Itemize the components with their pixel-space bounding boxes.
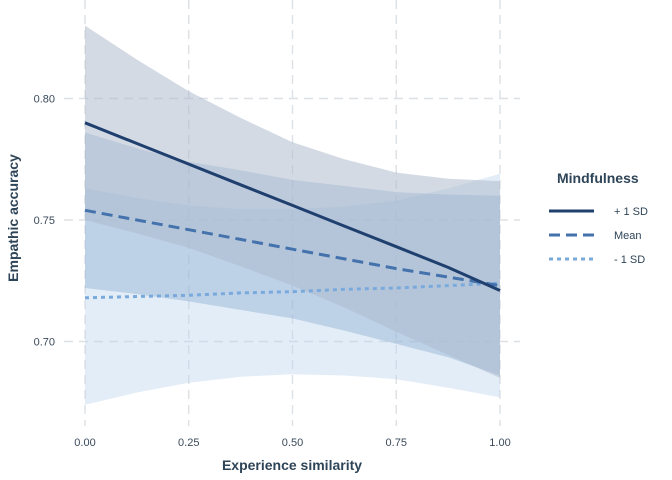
x-tick-label: 1.00 bbox=[489, 437, 510, 449]
x-tick-label: 0.75 bbox=[386, 437, 407, 449]
series-line-dashed bbox=[84, 208, 501, 288]
series-line-dotted bbox=[84, 281, 501, 300]
legend: Mindfulness + 1 SD Mean - 1 SD bbox=[549, 170, 648, 266]
legend-label: Mean bbox=[614, 230, 642, 242]
tick-labels: 0.00 0.25 0.50 0.75 1.00 0.70 0.75 0.80 bbox=[34, 94, 511, 450]
legend-title: Mindfulness bbox=[557, 170, 639, 186]
confidence-bands bbox=[85, 25, 500, 405]
series-line-solid bbox=[84, 121, 501, 292]
y-tick-label: 0.75 bbox=[34, 215, 55, 227]
x-axis-title: Experience similarity bbox=[222, 457, 362, 473]
y-axis-title: Empathic accuracy bbox=[5, 154, 21, 282]
x-tick-label: 0.25 bbox=[178, 437, 199, 449]
ribbon--1-sd bbox=[85, 25, 500, 378]
x-tick-label: 0.50 bbox=[282, 437, 303, 449]
x-tick-label: 0.00 bbox=[74, 437, 95, 449]
y-tick-label: 0.80 bbox=[34, 94, 55, 106]
series-lines bbox=[84, 121, 501, 300]
legend-label: - 1 SD bbox=[614, 254, 645, 266]
y-tick-label: 0.70 bbox=[34, 337, 55, 349]
legend-label: + 1 SD bbox=[614, 206, 648, 218]
